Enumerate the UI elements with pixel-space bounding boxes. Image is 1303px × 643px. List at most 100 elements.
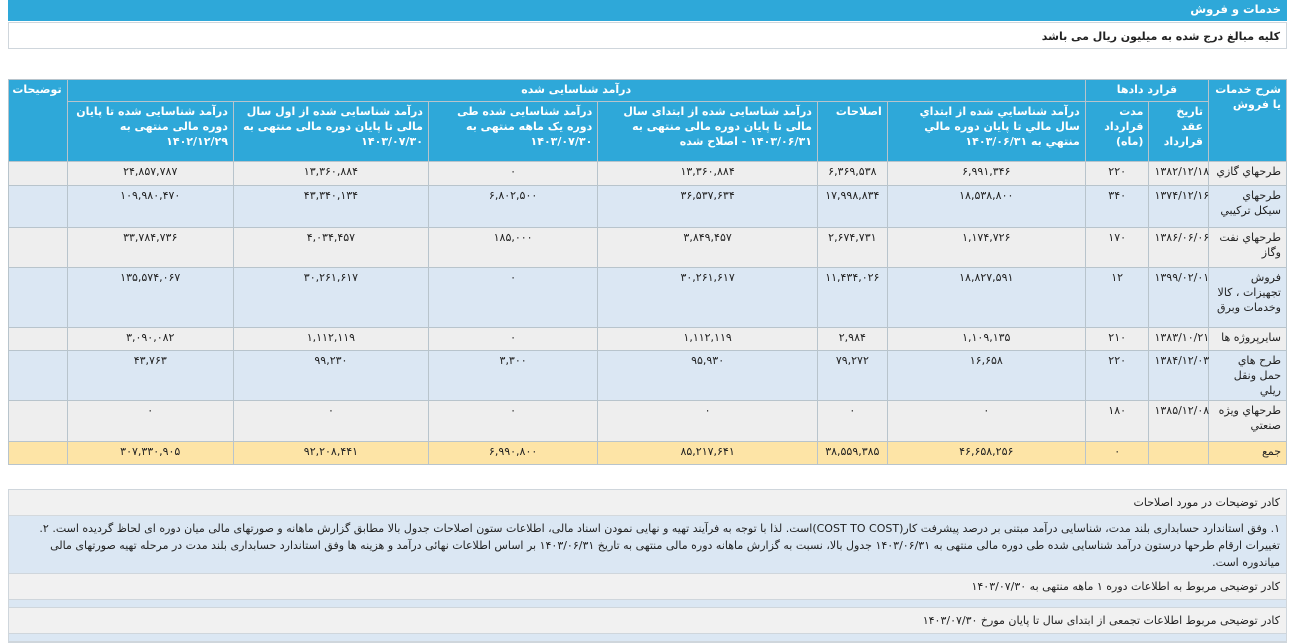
section-title: خدمات و فروش [8,0,1287,21]
row-date: ۱۳۸۳/۱۰/۲۱ [1148,327,1209,351]
row-date: ۱۳۸۶/۰۶/۰۶ [1148,227,1209,268]
row-corrections: ۱۱,۴۳۴,۰۲۶ [816,267,888,328]
total-rev-month: ۶,۹۹۰,۸۰۰ [427,441,599,465]
row-rev-corrected: ۱۳,۳۶۰,۸۸۴ [597,161,818,186]
table-row: طرحهاي نفت وگاز ۱۳۸۶/۰۶/۰۶ ۱۷۰ ۱,۱۷۴,۷۲۶… [8,227,1287,268]
table-row: طرحهاي سيكل تركيبي ۱۳۷۴/۱۲/۱۶ ۳۴۰ ۱۸,۵۳۸… [8,185,1287,228]
corrections-notes-text: ۱. وفق استاندارد حسابداری بلند مدت، شناس… [9,516,1286,574]
row-date: ۱۳۸۵/۱۲/۰۸ [1148,400,1209,442]
row-rev-corrected: ۱,۱۱۲,۱۱۹ [597,327,818,351]
row-name: سايرپروژه ها [1208,327,1287,351]
header-duration: مدت قرارداد (ماه) [1084,101,1150,162]
header-contract-date: تاریخ عقد قرارداد [1148,101,1209,162]
row-rev-ytd: ۴,۰۳۴,۴۵۷ [232,227,429,268]
total-rev-ytd: ۹۲,۲۰۸,۴۴۱ [232,441,429,465]
revenue-table: شرح خدمات یا فروش قرارد دادها درآمد شناس… [8,79,1287,465]
row-corrections: ۲,۶۷۴,۷۳۱ [816,227,888,268]
row-rev-month: ۳,۳۰۰ [427,350,599,401]
row-rev-start-prior: ۱,۱۰۹,۱۳۵ [886,327,1086,351]
row-note [8,227,68,268]
header-corrections: اصلاحات [816,101,888,162]
row-rev-prev-year: ۴۳,۷۶۳ [66,350,234,401]
row-rev-prev-year: ۱۰۹,۹۸۰,۴۷۰ [66,185,234,228]
row-note [8,267,68,328]
total-note [8,441,68,465]
table-row: طرح هاي حمل ونقل ريلي ۱۳۸۴/۱۲/۰۳ ۲۲۰ ۱۶,… [8,350,1287,401]
row-rev-prev-year: ۲۴,۸۵۷,۷۸۷ [66,161,234,186]
total-rev-start-prior: ۴۶,۶۵۸,۲۵۶ [886,441,1086,465]
row-rev-month: ۶,۸۰۲,۵۰۰ [427,185,599,228]
header-contracts: قرارد دادها [1084,79,1210,102]
row-rev-ytd: ۹۹,۲۳۰ [232,350,429,401]
row-rev-month: ۰ [427,400,599,442]
header-revenue: درآمد شناسایی شده [66,79,1086,102]
row-date: ۱۳۸۴/۱۲/۰۳ [1148,350,1209,401]
row-corrections: ۱۷,۹۹۸,۸۳۴ [816,185,888,228]
table-row: طرحهاي ويژه صنعتي ۱۳۸۵/۱۲/۰۸ ۱۸۰ ۰ ۰ ۰ ۰… [8,400,1287,442]
row-note [8,400,68,442]
header-rev-ytd: درآمد شناسایی شده از اول سال مالی تا پای… [232,101,429,162]
table-row: فروش تجهيزات ، كالا وخدمات وبرق ۱۳۹۹/۰۲/… [8,267,1287,328]
row-rev-prev-year: ۰ [66,400,234,442]
row-corrections: ۲,۹۸۴ [816,327,888,351]
row-name: طرحهاي ويژه صنعتي [1208,400,1287,442]
row-date: ۱۳۹۹/۰۲/۰۱ [1148,267,1209,328]
row-rev-month: ۰ [427,161,599,186]
row-date: ۱۳۷۴/۱۲/۱۶ [1148,185,1209,228]
cumulative-notes-body [9,634,1286,642]
row-rev-start-prior: ۱,۱۷۴,۷۲۶ [886,227,1086,268]
monthly-notes-header: کادر توضیحی مربوط به اطلاعات دوره ۱ ماهه… [9,574,1286,600]
header-rev-start-prior: درآمد شناسايي شده از ابتداي سال مالي تا … [886,101,1086,162]
total-row: جمع ۰ ۴۶,۶۵۸,۲۵۶ ۳۸,۵۵۹,۳۸۵ ۸۵,۲۱۷,۶۴۱ ۶… [8,441,1287,465]
row-corrections: ۰ [816,400,888,442]
row-rev-prev-year: ۳۳,۷۸۴,۷۳۶ [66,227,234,268]
total-duration: ۰ [1084,441,1150,465]
row-duration: ۱۷۰ [1084,227,1150,268]
row-rev-start-prior: ۱۸,۵۳۸,۸۰۰ [886,185,1086,228]
header-notes: توضیحات [8,79,68,162]
row-corrections: ۷۹,۲۷۲ [816,350,888,401]
row-rev-ytd: ۱۳,۳۶۰,۸۸۴ [232,161,429,186]
row-rev-ytd: ۰ [232,400,429,442]
row-rev-corrected: ۹۵,۹۳۰ [597,350,818,401]
total-label: جمع [1208,441,1287,465]
row-rev-prev-year: ۱۳۵,۵۷۴,۰۶۷ [66,267,234,328]
total-corrections: ۳۸,۵۵۹,۳۸۵ [816,441,888,465]
row-rev-ytd: ۱,۱۱۲,۱۱۹ [232,327,429,351]
monthly-notes-body [9,600,1286,608]
row-rev-corrected: ۰ [597,400,818,442]
header-rev-month: درآمد شناسایی شده طی دوره یک ماهه منتهی … [427,101,599,162]
row-note [8,350,68,401]
table-row: سايرپروژه ها ۱۳۸۳/۱۰/۲۱ ۲۱۰ ۱,۱۰۹,۱۳۵ ۲,… [8,327,1287,351]
notes-panel: کادر توضیحات در مورد اصلاحات ۱. وفق استا… [8,489,1287,643]
header-rev-prev-year: درآمد شناسایی شده تا پایان دوره مالی منت… [66,101,234,162]
row-duration: ۲۲۰ [1084,161,1150,186]
row-rev-start-prior: ۶,۹۹۱,۳۴۶ [886,161,1086,186]
row-duration: ۳۴۰ [1084,185,1150,228]
cumulative-notes-header: کادر توضیحی مربوط اطلاعات تجمعی از ابتدا… [9,608,1286,634]
row-rev-corrected: ۳,۸۴۹,۴۵۷ [597,227,818,268]
row-rev-corrected: ۳۶,۵۳۷,۶۳۴ [597,185,818,228]
row-rev-corrected: ۳۰,۲۶۱,۶۱۷ [597,267,818,328]
row-duration: ۱۸۰ [1084,400,1150,442]
row-name: طرحهاي نفت وگاز [1208,227,1287,268]
row-rev-month: ۱۸۵,۰۰۰ [427,227,599,268]
row-date: ۱۳۸۲/۱۲/۱۸ [1148,161,1209,186]
row-note [8,185,68,228]
row-rev-month: ۰ [427,267,599,328]
row-rev-month: ۰ [427,327,599,351]
row-note [8,161,68,186]
row-rev-start-prior: ۱۶,۶۵۸ [886,350,1086,401]
row-name: طرحهاي سيكل تركيبي [1208,185,1287,228]
total-rev-prev-year: ۳۰۷,۳۳۰,۹۰۵ [66,441,234,465]
row-rev-ytd: ۴۳,۳۴۰,۱۳۴ [232,185,429,228]
row-duration: ۲۲۰ [1084,350,1150,401]
amount-unit-note: کلیه مبالغ درج شده به میلیون ریال می باش… [8,22,1287,49]
header-rev-corrected: درآمد شناسایی شده از ابتدای سال مالی تا … [597,101,818,162]
row-name: فروش تجهيزات ، كالا وخدمات وبرق [1208,267,1287,328]
row-corrections: ۶,۳۶۹,۵۳۸ [816,161,888,186]
row-duration: ۲۱۰ [1084,327,1150,351]
row-name: طرح هاي حمل ونقل ريلي [1208,350,1287,401]
total-rev-corrected: ۸۵,۲۱۷,۶۴۱ [597,441,818,465]
row-rev-start-prior: ۰ [886,400,1086,442]
